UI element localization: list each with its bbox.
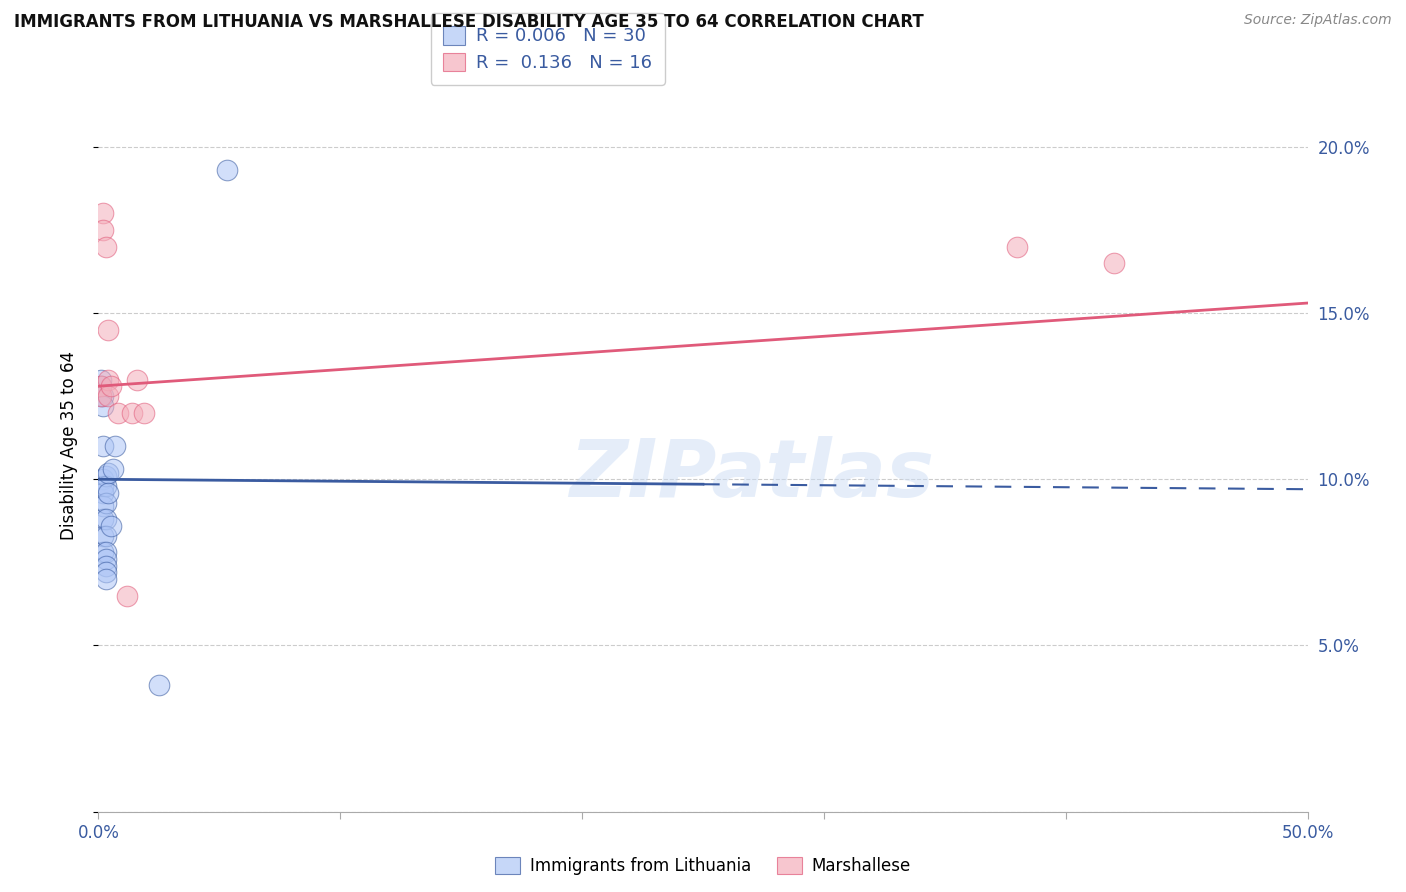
Point — [90, 379, 112, 393]
Point — [134, 406, 156, 420]
Point — [91, 512, 114, 526]
Point — [90, 379, 112, 393]
Point — [94, 529, 117, 543]
Point — [94, 495, 117, 509]
Point — [97, 389, 120, 403]
Point — [215, 163, 238, 178]
Point — [104, 439, 127, 453]
Point — [91, 223, 114, 237]
Point — [94, 479, 117, 493]
Legend: R = 0.006   N = 30, R =  0.136   N = 16: R = 0.006 N = 30, R = 0.136 N = 16 — [430, 13, 665, 85]
Point — [127, 372, 149, 386]
Point — [97, 372, 120, 386]
Point — [91, 485, 114, 500]
Point — [121, 406, 143, 420]
Point — [91, 479, 114, 493]
Point — [91, 499, 114, 513]
Point — [100, 379, 122, 393]
Text: Source: ZipAtlas.com: Source: ZipAtlas.com — [1244, 13, 1392, 28]
Y-axis label: Disability Age 35 to 64: Disability Age 35 to 64 — [59, 351, 77, 541]
Point — [90, 389, 112, 403]
Point — [117, 589, 139, 603]
Point — [91, 529, 114, 543]
Point — [91, 206, 114, 220]
Point — [101, 462, 124, 476]
Point — [91, 439, 114, 453]
Point — [100, 518, 122, 533]
Point — [94, 512, 117, 526]
Point — [97, 485, 120, 500]
Point — [107, 406, 129, 420]
Point — [148, 678, 170, 692]
Point — [94, 572, 117, 586]
Point — [91, 472, 114, 486]
Point — [94, 558, 117, 573]
Point — [94, 566, 117, 580]
Point — [97, 323, 120, 337]
Point — [94, 469, 117, 483]
Text: IMMIGRANTS FROM LITHUANIA VS MARSHALLESE DISABILITY AGE 35 TO 64 CORRELATION CHA: IMMIGRANTS FROM LITHUANIA VS MARSHALLESE… — [14, 13, 924, 31]
Legend: Immigrants from Lithuania, Marshallese: Immigrants from Lithuania, Marshallese — [486, 849, 920, 884]
Point — [94, 545, 117, 559]
Point — [94, 552, 117, 566]
Point — [90, 372, 112, 386]
Point — [1007, 239, 1029, 253]
Text: ZIPatlas: ZIPatlas — [569, 436, 934, 515]
Point — [90, 389, 112, 403]
Point — [91, 389, 114, 403]
Point — [1102, 256, 1125, 270]
Point — [91, 545, 114, 559]
Point — [97, 466, 120, 480]
Point — [91, 399, 114, 413]
Point — [94, 239, 117, 253]
